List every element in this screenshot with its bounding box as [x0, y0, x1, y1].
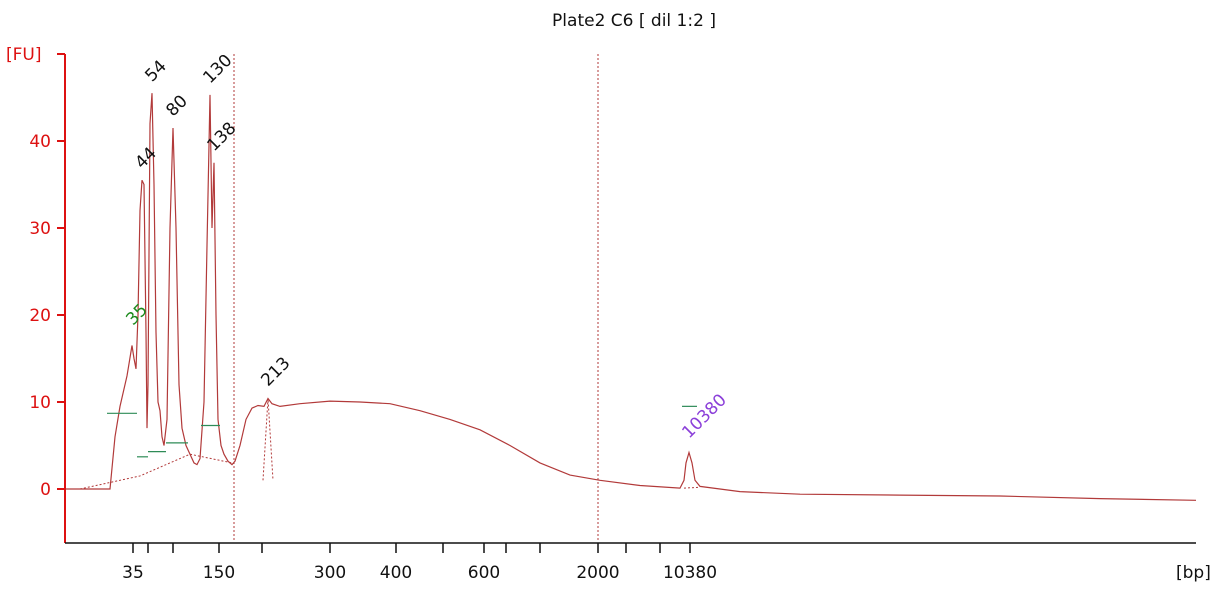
peak-10380-region — [683, 486, 701, 489]
x-tick-label: 35 — [122, 563, 144, 583]
y-axis-label: [FU] — [6, 45, 42, 65]
peak-label: 10380 — [678, 390, 730, 442]
peak-label: 44 — [131, 144, 160, 173]
x-tick-label: 300 — [314, 563, 346, 583]
peak-label: 213 — [257, 353, 294, 390]
baseline-dotted — [79, 453, 233, 490]
peak-label: 35 — [122, 300, 151, 329]
x-tick-label: 600 — [468, 563, 500, 583]
y-tick-label: 30 — [29, 219, 51, 239]
x-tick-label: 150 — [203, 563, 235, 583]
y-tick-label: 10 — [29, 393, 51, 413]
y-tick-label: 0 — [40, 480, 51, 500]
x-tick-label: 10380 — [663, 563, 717, 583]
x-tick-label: 400 — [380, 563, 412, 583]
chart-title: Plate2 C6 [ dil 1:2 ] — [552, 11, 716, 31]
x-tick-label: 2000 — [576, 563, 619, 583]
x-axis-label: [bp] — [1176, 563, 1211, 583]
peak-label: 80 — [162, 91, 191, 120]
y-tick-label: 20 — [29, 306, 51, 326]
peak-213-region — [262, 398, 274, 481]
y-tick-label: 40 — [29, 132, 51, 152]
peak-label: 130 — [199, 51, 236, 88]
signal-trace — [65, 93, 1197, 501]
peak-label: 54 — [141, 57, 170, 86]
